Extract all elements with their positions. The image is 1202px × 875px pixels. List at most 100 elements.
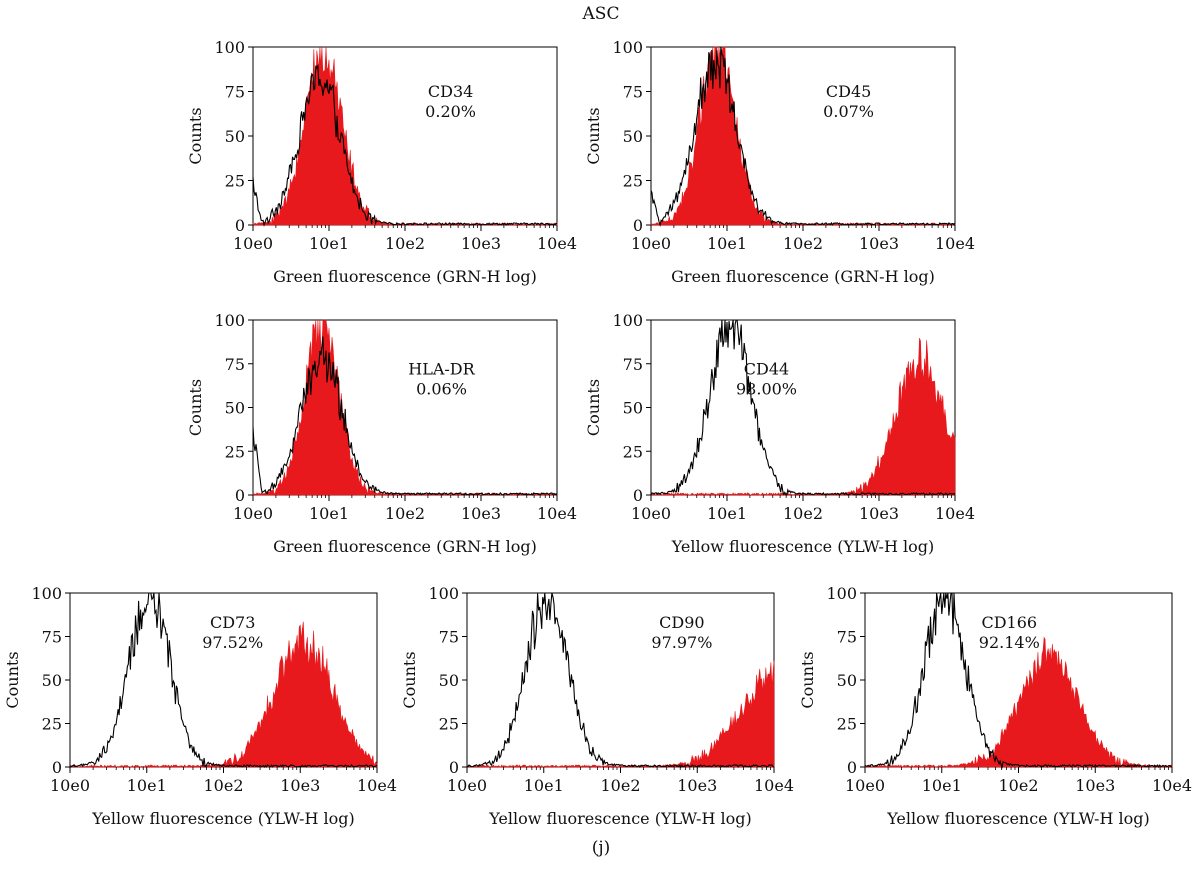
x-tick-label: 10e4 xyxy=(935,234,975,253)
y-tick-label: 75 xyxy=(439,628,459,647)
percent-label: 0.07% xyxy=(823,102,874,121)
x-tick-label: 10e1 xyxy=(309,234,349,253)
figure-title: ASC xyxy=(582,4,620,24)
control-histogram xyxy=(466,592,775,769)
x-tick-label: 10e4 xyxy=(754,776,794,795)
marker-label: HLA-DR xyxy=(408,359,475,378)
y-axis-label: Counts xyxy=(584,107,603,164)
positive-histogram xyxy=(650,46,956,226)
y-axis-label: Counts xyxy=(186,379,205,436)
x-tick-label: 10e0 xyxy=(233,504,273,523)
y-tick-label: 25 xyxy=(42,715,62,734)
percent-label: 0.06% xyxy=(416,379,467,398)
x-tick-label: 10e3 xyxy=(461,504,501,523)
x-tick-label: 10e3 xyxy=(280,776,320,795)
x-axis-label: Green fluorescence (GRN-H log) xyxy=(671,267,935,286)
x-tick-label: 10e1 xyxy=(309,504,349,523)
positive-histogram xyxy=(252,319,558,496)
x-tick-label: 10e2 xyxy=(203,776,243,795)
y-tick-label: 75 xyxy=(225,83,245,102)
y-tick-label: 0 xyxy=(52,758,62,777)
x-tick-label: 10e2 xyxy=(783,504,823,523)
x-axis-label: Yellow fluorescence (YLW-H log) xyxy=(671,537,934,556)
positive-histogram xyxy=(864,636,1173,768)
x-tick-label: 10e0 xyxy=(447,776,487,795)
x-tick-label: 10e0 xyxy=(631,504,671,523)
y-axis-label: Counts xyxy=(3,651,22,708)
y-tick-label: 100 xyxy=(214,311,245,330)
percent-label: 97.52% xyxy=(202,633,263,652)
marker-label: CD166 xyxy=(981,613,1037,632)
percent-label: 92.14% xyxy=(979,633,1040,652)
x-tick-label: 10e3 xyxy=(1075,776,1115,795)
x-tick-label: 10e3 xyxy=(677,776,717,795)
x-axis-label: Yellow fluorescence (YLW-H log) xyxy=(488,809,751,828)
y-tick-label: 50 xyxy=(623,399,643,418)
y-tick-label: 25 xyxy=(623,172,643,191)
y-tick-label: 100 xyxy=(612,38,643,57)
x-axis-label: Yellow fluorescence (YLW-H log) xyxy=(91,809,354,828)
x-tick-label: 10e4 xyxy=(357,776,397,795)
y-tick-label: 75 xyxy=(623,83,643,102)
y-tick-label: 25 xyxy=(225,442,245,461)
x-tick-label: 10e1 xyxy=(707,234,747,253)
y-tick-label: 50 xyxy=(439,671,459,690)
x-tick-label: 10e0 xyxy=(845,776,885,795)
x-tick-label: 10e2 xyxy=(998,776,1038,795)
marker-label: CD44 xyxy=(744,359,789,378)
control-histogram xyxy=(650,46,956,228)
y-tick-label: 25 xyxy=(837,715,857,734)
figure-caption: (j) xyxy=(591,838,611,858)
x-tick-label: 10e1 xyxy=(524,776,564,795)
y-axis-label: Counts xyxy=(186,107,205,164)
x-tick-label: 10e2 xyxy=(385,504,425,523)
positive-histogram xyxy=(650,337,956,496)
x-tick-label: 10e1 xyxy=(127,776,167,795)
positive-histogram xyxy=(252,46,558,226)
x-tick-label: 10e2 xyxy=(385,234,425,253)
percent-label: 98.00% xyxy=(736,379,797,398)
percent-label: 97.97% xyxy=(651,633,712,652)
y-tick-label: 75 xyxy=(623,355,643,374)
marker-label: CD34 xyxy=(428,82,473,101)
y-tick-label: 100 xyxy=(31,584,62,603)
x-tick-label: 10e3 xyxy=(859,504,899,523)
x-axis-label: Green fluorescence (GRN-H log) xyxy=(273,537,537,556)
y-tick-label: 100 xyxy=(428,584,459,603)
x-tick-label: 10e0 xyxy=(631,234,671,253)
y-tick-label: 100 xyxy=(612,311,643,330)
control-histogram xyxy=(252,63,558,227)
x-tick-label: 10e1 xyxy=(707,504,747,523)
y-tick-label: 50 xyxy=(225,127,245,146)
marker-label: CD90 xyxy=(659,613,704,632)
x-tick-label: 10e0 xyxy=(50,776,90,795)
percent-label: 0.20% xyxy=(425,102,476,121)
control-histogram xyxy=(69,592,378,768)
y-tick-label: 50 xyxy=(837,671,857,690)
y-tick-label: 25 xyxy=(623,442,643,461)
x-tick-label: 10e0 xyxy=(233,234,273,253)
x-tick-label: 10e1 xyxy=(922,776,962,795)
x-tick-label: 10e4 xyxy=(537,234,577,253)
y-tick-label: 75 xyxy=(837,628,857,647)
x-tick-label: 10e4 xyxy=(935,504,975,523)
y-tick-label: 0 xyxy=(633,486,643,505)
y-tick-label: 100 xyxy=(826,584,857,603)
control-histogram xyxy=(864,592,1172,769)
marker-label: CD45 xyxy=(826,82,871,101)
y-tick-label: 0 xyxy=(633,216,643,235)
x-tick-label: 10e3 xyxy=(859,234,899,253)
y-tick-label: 50 xyxy=(623,127,643,146)
y-axis-label: Counts xyxy=(798,651,817,708)
y-tick-label: 0 xyxy=(235,216,245,235)
positive-histogram xyxy=(69,621,378,768)
y-tick-label: 75 xyxy=(225,355,245,374)
marker-label: CD73 xyxy=(210,613,255,632)
y-tick-label: 50 xyxy=(225,399,245,418)
x-tick-label: 10e4 xyxy=(1152,776,1192,795)
